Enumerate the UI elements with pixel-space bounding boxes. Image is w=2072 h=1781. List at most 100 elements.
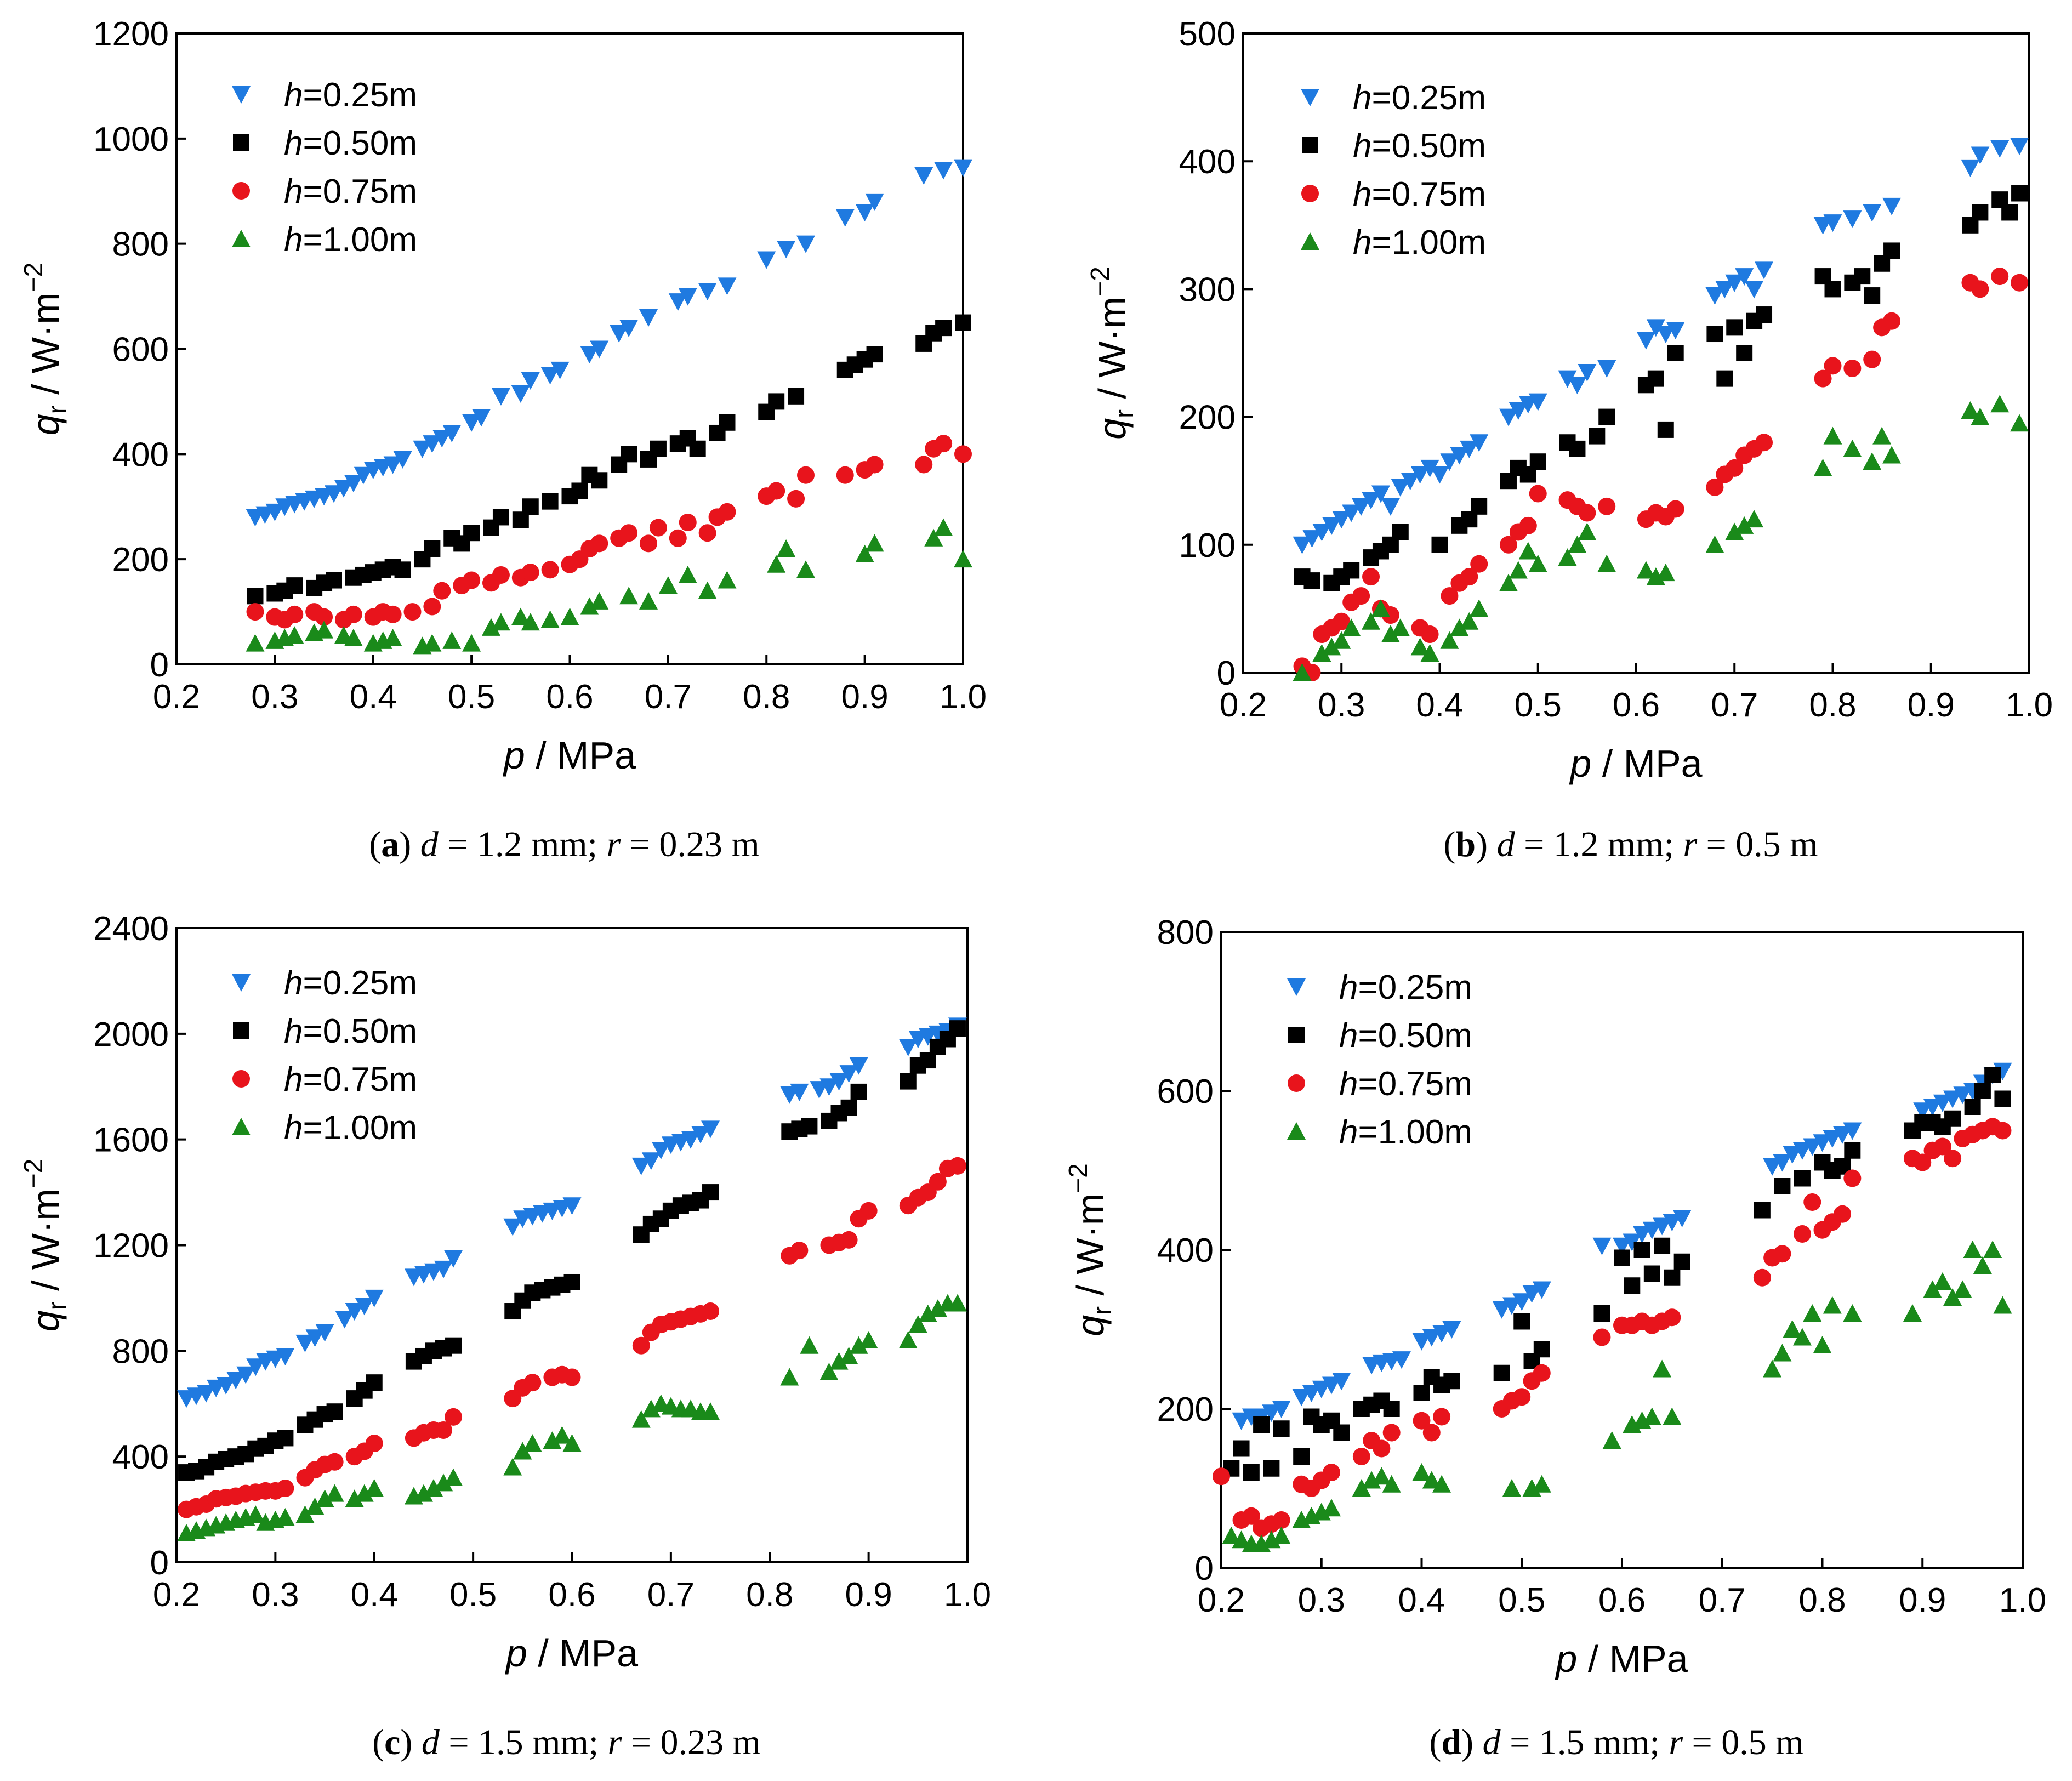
data-point — [1963, 1241, 1982, 1258]
data-point — [800, 1336, 819, 1354]
data-point — [954, 445, 972, 463]
data-point — [434, 1260, 453, 1278]
data-point — [1923, 1280, 1942, 1298]
data-point — [383, 456, 402, 474]
data-point — [445, 1337, 462, 1354]
panel-caption: (b) d = 1.2 mm; r = 0.5 m — [1443, 824, 1818, 864]
data-point — [424, 540, 441, 557]
data-point — [1705, 535, 1724, 553]
data-point — [1706, 478, 1724, 496]
x-tick-label: 0.6 — [546, 678, 593, 716]
x-tick-label: 1.0 — [944, 1576, 991, 1614]
data-point — [1401, 473, 1420, 491]
data-point — [1422, 1329, 1441, 1347]
data-point — [1706, 326, 1723, 343]
data-point — [1773, 1344, 1792, 1362]
data-point — [866, 346, 883, 363]
legend-label: h=0.50m — [284, 124, 417, 162]
x-tick-label: 0.2 — [153, 678, 200, 716]
data-point — [541, 561, 559, 579]
data-point — [1312, 524, 1331, 542]
x-tick-label: 0.4 — [1398, 1581, 1445, 1619]
data-point — [1391, 618, 1410, 636]
data-point — [1803, 1138, 1822, 1156]
series-h050 — [247, 314, 971, 605]
data-point — [1774, 1178, 1791, 1194]
data-point — [1302, 1385, 1321, 1402]
data-point — [511, 385, 530, 403]
data-point — [819, 1078, 839, 1096]
data-point — [1944, 1150, 1962, 1168]
data-point — [934, 162, 953, 180]
y-tick-label: 600 — [112, 331, 169, 369]
data-point — [277, 1430, 294, 1447]
data-point — [768, 393, 785, 410]
data-point — [1854, 268, 1871, 285]
data-point — [1725, 274, 1744, 292]
data-point — [1745, 281, 1764, 299]
data-point — [1990, 395, 2010, 413]
data-point — [1442, 1321, 1461, 1339]
legend-marker — [1287, 1122, 1306, 1140]
data-point — [1803, 1304, 1822, 1322]
data-point — [285, 626, 304, 644]
data-point — [1971, 280, 1989, 298]
chart-panel-a: 0.2 0.3 0.4 0.5 0.6 0.7 0.8 0.9 1.0 0 200 400 600 800… — [19, 15, 987, 864]
data-point — [435, 1421, 453, 1439]
legend-label: h=1.00m — [284, 1109, 417, 1147]
data-point — [1633, 1242, 1650, 1258]
data-point — [1636, 561, 1655, 579]
data-point — [1943, 1288, 1962, 1306]
legend: h=0.25m h=0.50m h=0.75m h=1.00m — [1287, 969, 1472, 1151]
data-point — [1613, 1237, 1631, 1255]
data-point — [305, 1329, 325, 1347]
data-point — [1813, 458, 1832, 476]
data-point — [1529, 453, 1546, 470]
data-point — [1272, 1527, 1291, 1544]
data-point — [1532, 1475, 1551, 1493]
data-point — [796, 560, 815, 578]
x-tick-label: 0.5 — [449, 1576, 497, 1614]
data-point — [1273, 1420, 1290, 1437]
data-point — [1342, 504, 1361, 522]
data-point — [1994, 1122, 2012, 1140]
panel-caption: (c) d = 1.5 mm; r = 0.23 m — [372, 1722, 761, 1762]
data-point — [326, 1453, 344, 1471]
data-point — [1763, 1158, 1782, 1176]
legend-label: h=0.50m — [1339, 1017, 1472, 1055]
data-point — [1961, 401, 1980, 419]
data-point — [1823, 1296, 1842, 1314]
data-point — [1667, 345, 1684, 361]
data-point — [1312, 644, 1331, 662]
x-tick-label: 0.8 — [743, 678, 790, 716]
data-point — [1843, 1122, 1862, 1140]
x-tick-label: 0.2 — [1220, 686, 1267, 724]
data-point — [1883, 312, 1901, 330]
data-point — [928, 1299, 947, 1317]
data-point — [1863, 204, 1882, 222]
data-point — [1243, 1464, 1260, 1481]
series-h100 — [1293, 395, 2029, 681]
data-point — [1272, 1401, 1291, 1418]
data-point — [562, 1434, 582, 1452]
legend-label: h=0.75m — [1339, 1065, 1472, 1103]
data-point — [796, 235, 815, 253]
x-tick-label: 0.5 — [1515, 686, 1562, 724]
data-point — [649, 519, 667, 537]
data-point — [691, 1126, 710, 1144]
y-tick-label: 2000 — [93, 1016, 169, 1054]
data-point — [1614, 1249, 1630, 1266]
chart-panel-b: 0.2 0.3 0.4 0.5 0.6 0.7 0.8 0.9 1.0 0 100 200 300 400… — [1086, 15, 2053, 864]
data-point — [326, 1403, 343, 1420]
data-point — [1933, 1137, 1951, 1156]
data-point — [1569, 440, 1586, 457]
legend-marker — [232, 1118, 251, 1135]
data-point — [1532, 1281, 1551, 1299]
data-point — [777, 539, 796, 557]
data-point — [1322, 1499, 1341, 1517]
y-axis-label: qr / W·m−2 — [1086, 266, 1139, 440]
x-tick-label: 0.3 — [1298, 1581, 1345, 1619]
data-point — [286, 577, 303, 594]
data-point — [1755, 434, 1773, 452]
data-point — [1509, 561, 1528, 579]
